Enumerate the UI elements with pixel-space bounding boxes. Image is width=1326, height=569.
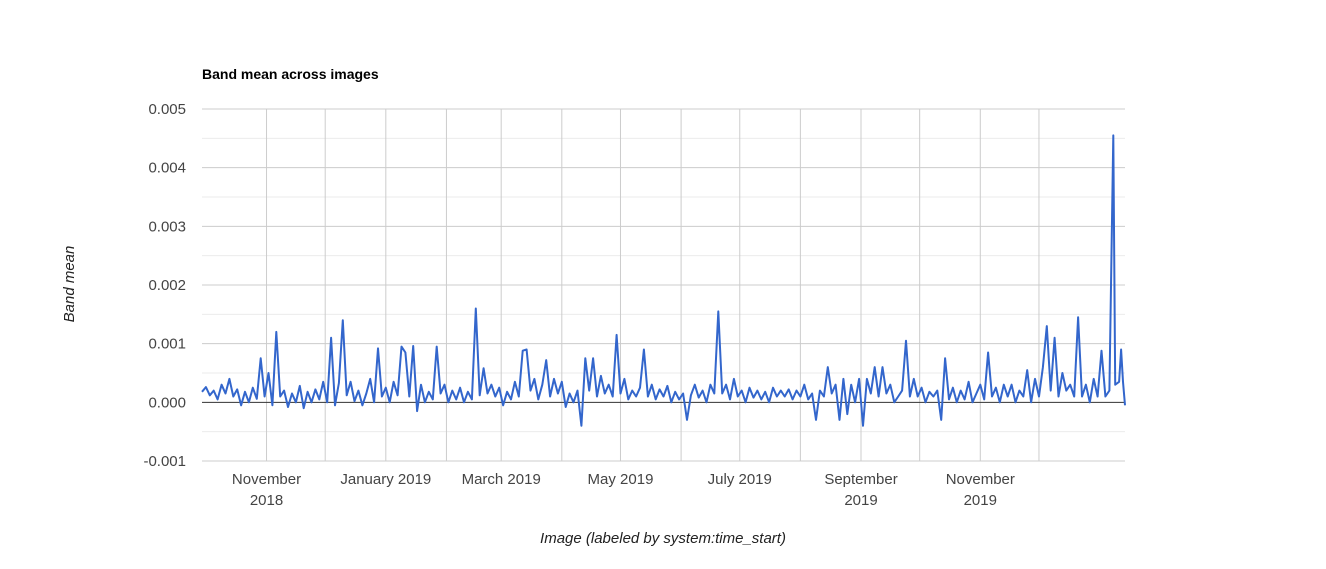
x-tick-label: 2019 xyxy=(964,492,997,509)
x-tick-label: January 2019 xyxy=(340,471,431,488)
y-tick-label: -0.001 xyxy=(143,453,186,470)
x-tick-label: May 2019 xyxy=(588,471,654,488)
y-tick-label: 0.004 xyxy=(148,160,186,177)
gridlines xyxy=(202,108,1125,462)
y-axis-title: Band mean xyxy=(61,246,78,323)
x-tick-label: November xyxy=(946,471,1015,488)
x-axis-title: Image (labeled by system:time_start) xyxy=(540,530,786,547)
y-tick-label: 0.000 xyxy=(148,394,186,411)
y-tick-label: 0.005 xyxy=(148,101,186,118)
y-tick-label: 0.003 xyxy=(148,218,186,235)
x-tick-label: September xyxy=(824,471,897,488)
x-tick-label: November xyxy=(232,471,301,488)
x-tick-label: March 2019 xyxy=(462,471,541,488)
chart-title: Band mean across images xyxy=(202,66,379,82)
series-layer xyxy=(201,134,1126,427)
x-tick-label: 2018 xyxy=(250,492,283,509)
y-tick-label: 0.002 xyxy=(148,277,186,294)
x-tick-label: 2019 xyxy=(844,492,877,509)
x-tick-label: July 2019 xyxy=(708,471,772,488)
series-line xyxy=(201,134,1126,427)
y-tick-label: 0.001 xyxy=(148,336,186,353)
x-axis-ticks: November 2018 January 2019 March 2019 May 20… xyxy=(232,471,1015,509)
y-axis-ticks: -0.001 0.000 0.001 0.002 0.003 0.004 0.005 xyxy=(143,101,186,470)
